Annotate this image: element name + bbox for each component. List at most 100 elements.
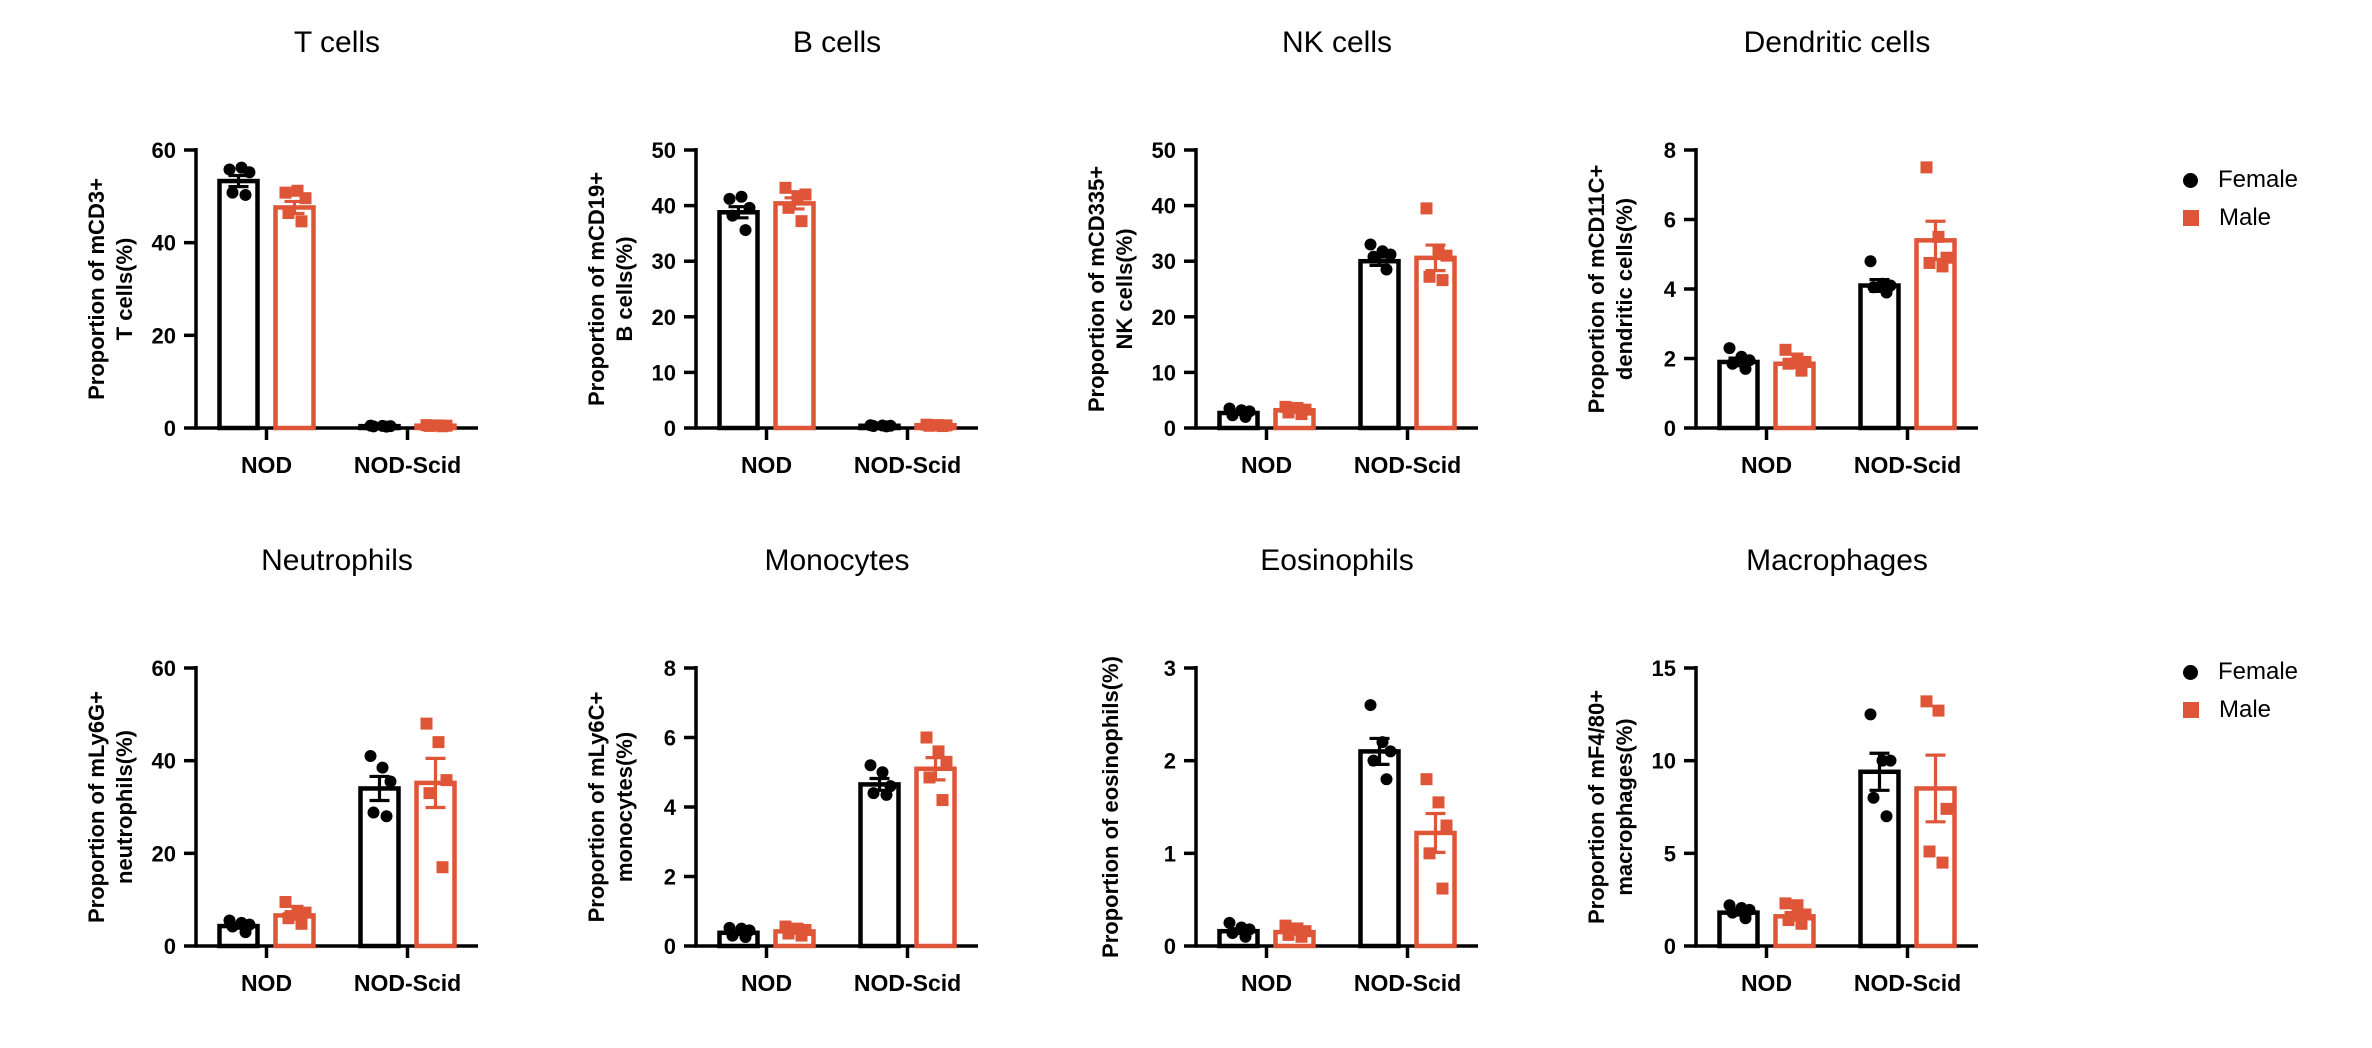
data-point <box>226 920 239 933</box>
y-tick-label: 10 <box>1152 360 1176 385</box>
data-point <box>1791 899 1804 912</box>
data-point <box>739 224 752 237</box>
data-point <box>1239 410 1252 423</box>
data-point <box>1779 343 1792 356</box>
data-point <box>1440 249 1453 262</box>
data-point <box>936 794 949 807</box>
bar-male-nod-scid <box>914 766 957 949</box>
data-point <box>1923 845 1936 858</box>
data-point <box>1432 796 1445 809</box>
chart-title: B cells <box>793 26 881 59</box>
y-axis-label: macrophages(%) <box>1612 718 1637 895</box>
x-category-label: NOD <box>741 970 792 996</box>
data-point <box>1380 263 1393 276</box>
data-point <box>739 930 752 943</box>
bar-female-nod-scid <box>1358 258 1401 431</box>
data-point <box>1384 745 1397 758</box>
bar-female-nod-scid <box>1858 769 1901 949</box>
y-tick-label: 6 <box>664 726 676 751</box>
data-point <box>1739 362 1752 375</box>
legend-item-male: Male <box>2183 698 2372 722</box>
y-tick-label: 5 <box>1664 841 1676 866</box>
data-point <box>1282 928 1295 941</box>
data-point <box>1226 409 1239 422</box>
data-point <box>735 190 748 203</box>
y-tick-label: 20 <box>152 841 176 866</box>
data-point <box>936 420 949 433</box>
data-point <box>432 736 445 749</box>
y-axis-label: neutrophils(%) <box>112 730 137 884</box>
female-circle-icon <box>2183 664 2198 680</box>
data-point <box>726 929 739 942</box>
chart-title: Macrophages <box>1746 544 1928 577</box>
data-point <box>1420 202 1433 215</box>
y-tick-label: 0 <box>1664 416 1676 441</box>
legend-row-2: Female Male <box>2183 660 2372 1048</box>
data-point <box>1723 342 1736 355</box>
y-tick-label: 2 <box>1664 347 1676 372</box>
male-square-icon <box>2183 702 2199 718</box>
data-point <box>380 420 393 433</box>
female-circle-icon <box>2183 172 2198 188</box>
bar-female-nod-scid <box>858 782 901 949</box>
data-point <box>1364 238 1377 251</box>
bar-female-nod-scid <box>358 786 401 949</box>
y-tick-label: 30 <box>1152 249 1176 274</box>
bar-female-nod <box>1717 910 1760 949</box>
data-point <box>1864 708 1877 721</box>
data-point <box>923 771 936 784</box>
x-category-label: NOD-Scid <box>354 970 461 996</box>
x-category-label: NOD <box>241 452 292 478</box>
bar-female-nod <box>1717 359 1760 431</box>
data-point <box>1279 919 1292 932</box>
data-point <box>1367 250 1380 263</box>
data-point <box>282 912 295 925</box>
x-category-label: NOD <box>1241 452 1292 478</box>
data-point <box>1867 281 1880 294</box>
data-point <box>795 215 808 228</box>
chart-svg: Macrophages Proportion of mF4/80+ macropha… <box>1584 544 1978 996</box>
x-category-label: NOD-Scid <box>854 970 961 996</box>
bar-male-nod <box>773 201 816 431</box>
legend-label-female: Female <box>2218 658 2299 685</box>
data-point <box>1726 906 1739 919</box>
data-point <box>1795 364 1808 377</box>
x-category-label: NOD-Scid <box>1354 970 1461 996</box>
data-point <box>923 419 936 432</box>
y-tick-label: 40 <box>152 749 176 774</box>
data-point <box>1726 357 1739 370</box>
bar-female-nod-scid <box>1858 283 1901 431</box>
data-point <box>1295 408 1308 421</box>
data-point <box>423 419 436 432</box>
data-point <box>367 420 380 433</box>
chart-row-1: T cells Proportion of mCD3+ T cells(%) 0 20 4… <box>0 10 2372 530</box>
data-point <box>279 895 292 908</box>
data-point <box>880 420 893 433</box>
y-tick-label: 4 <box>1664 277 1677 302</box>
data-point <box>239 188 252 201</box>
y-tick-label: 0 <box>164 934 176 959</box>
data-point <box>1923 256 1936 269</box>
y-tick-label: 8 <box>1664 138 1676 163</box>
y-tick-label: 60 <box>152 138 176 163</box>
chart-svg: B cells Proportion of mCD19+ B cells(%) 0 10… <box>584 26 978 478</box>
y-tick-label: 40 <box>152 231 176 256</box>
x-category-label: NOD <box>741 452 792 478</box>
x-category-label: NOD-Scid <box>1354 452 1461 478</box>
y-tick-label: 8 <box>664 656 676 681</box>
y-tick-label: 1 <box>1164 841 1176 866</box>
data-point <box>1884 754 1897 767</box>
data-point <box>1867 791 1880 804</box>
y-tick-label: 40 <box>1152 194 1176 219</box>
data-point <box>376 761 389 774</box>
data-point <box>723 192 736 205</box>
data-point <box>226 186 239 199</box>
data-point <box>279 186 292 199</box>
y-tick-label: 2 <box>1164 749 1176 774</box>
chart-dendritic-cells: Dendritic cells Proportion of mCD11C+ dend… <box>1578 10 2078 525</box>
data-point <box>1367 754 1380 767</box>
data-point <box>1420 773 1433 786</box>
male-square-icon <box>2183 210 2199 226</box>
data-point <box>880 788 893 801</box>
y-axis-label: Proportion of mCD19+ <box>584 172 609 406</box>
